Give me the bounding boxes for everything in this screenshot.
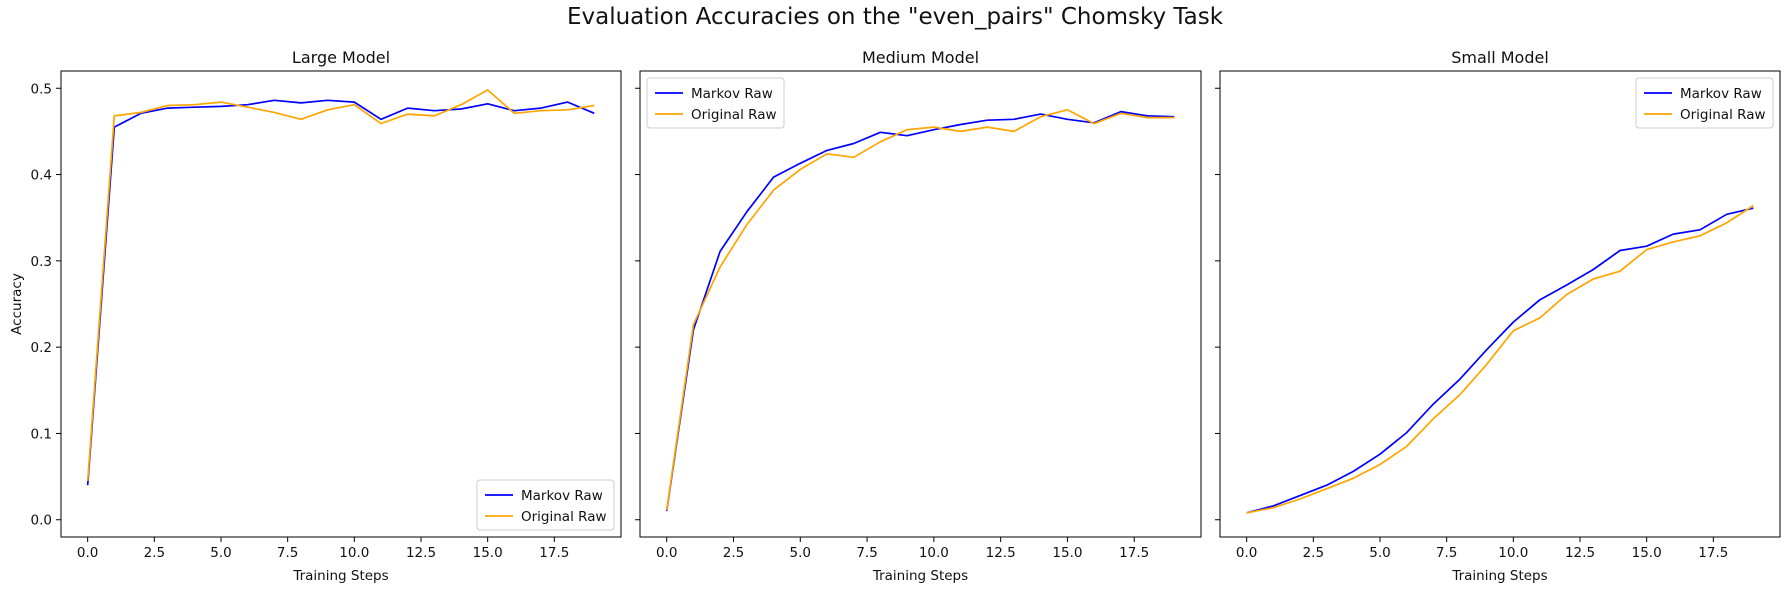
x-tick-label: 2.5: [144, 545, 165, 561]
x-tick-label: 7.5: [856, 545, 877, 561]
chart-panel-3: Small Model 0.0 2.5 5.0 7.5 10.0 12.5 15.0 17.5 T…: [1215, 48, 1781, 584]
legend-box: [646, 77, 785, 129]
legend-label: Markov Raw: [691, 86, 773, 102]
x-tick-label: 12.5: [406, 545, 436, 561]
plot-frame: [1219, 70, 1781, 538]
x-tick-label: 17.5: [1119, 545, 1149, 561]
legend-label: Original Raw: [521, 509, 607, 525]
x-tick-label: 15.0: [1052, 545, 1082, 561]
x-tick-label: 5.0: [210, 545, 231, 561]
x-tick-label: 5.0: [790, 545, 811, 561]
legend: Markov Raw Original Raw: [1635, 77, 1774, 129]
series-line-original-raw: [1246, 204, 1754, 514]
x-tick-label: 2.5: [723, 545, 744, 561]
legend: Markov Raw Original Raw: [476, 479, 615, 531]
y-tick-label: 0.4: [31, 168, 52, 184]
x-tick-label: 7.5: [1436, 545, 1457, 561]
y-tick-label: 0.1: [31, 426, 52, 442]
x-tick-label: 10.0: [919, 545, 949, 561]
x-tick-label: 12.5: [986, 545, 1016, 561]
x-axis-label: Training Steps: [1451, 568, 1547, 584]
x-tick-label: 15.0: [473, 545, 503, 561]
series-line-markov-raw: [665, 110, 1175, 512]
x-axis-label: Training Steps: [292, 568, 388, 584]
y-tick-label: 0.0: [31, 513, 52, 529]
legend-box: [1635, 77, 1774, 129]
x-tick-label: 0.0: [1236, 545, 1257, 561]
series-line-original-raw: [665, 108, 1175, 511]
y-axis-label: Accuracy: [9, 273, 25, 335]
plot-frame: [60, 70, 622, 538]
x-tick-label: 7.5: [277, 545, 298, 561]
x-axis-label: Training Steps: [872, 568, 968, 584]
x-tick-label: 10.0: [1498, 545, 1528, 561]
panel-title: Small Model: [1451, 48, 1549, 67]
legend-label: Original Raw: [691, 107, 777, 123]
legend-label: Original Raw: [1680, 107, 1766, 123]
y-tick-label: 0.3: [31, 254, 52, 270]
series-line-original-raw: [86, 89, 595, 481]
y-tick-label: 0.5: [31, 81, 52, 97]
chart-panel-1: Large Model 0.0 2.5 5.0 7.5 10.0 12.5 15.0 17.5 0…: [9, 48, 622, 584]
x-tick-label: 0.0: [656, 545, 677, 561]
x-tick-label: 5.0: [1369, 545, 1390, 561]
legend-label: Markov Raw: [1680, 86, 1762, 102]
x-tick-label: 0.0: [77, 545, 98, 561]
y-tick-label: 0.2: [31, 340, 52, 356]
plot-frame: [639, 70, 1202, 538]
x-tick-label: 15.0: [1632, 545, 1662, 561]
series-line-markov-raw: [1246, 207, 1754, 514]
legend: Markov Raw Original Raw: [646, 77, 785, 129]
chart-panel-2: Medium Model 0.0 2.5 5.0 7.5 10.0 12.5 15.0 17.5…: [635, 48, 1202, 584]
series-line-markov-raw: [86, 99, 595, 486]
panel-title: Large Model: [292, 48, 390, 67]
panel-title: Medium Model: [862, 48, 979, 67]
x-tick-label: 17.5: [539, 545, 569, 561]
figure-title: Evaluation Accuracies on the "even_pairs…: [566, 4, 1224, 30]
x-tick-label: 2.5: [1303, 545, 1324, 561]
legend-box: [476, 479, 615, 531]
x-tick-label: 17.5: [1698, 545, 1728, 561]
x-tick-label: 12.5: [1565, 545, 1595, 561]
x-tick-label: 10.0: [339, 545, 369, 561]
legend-label: Markov Raw: [521, 488, 603, 504]
